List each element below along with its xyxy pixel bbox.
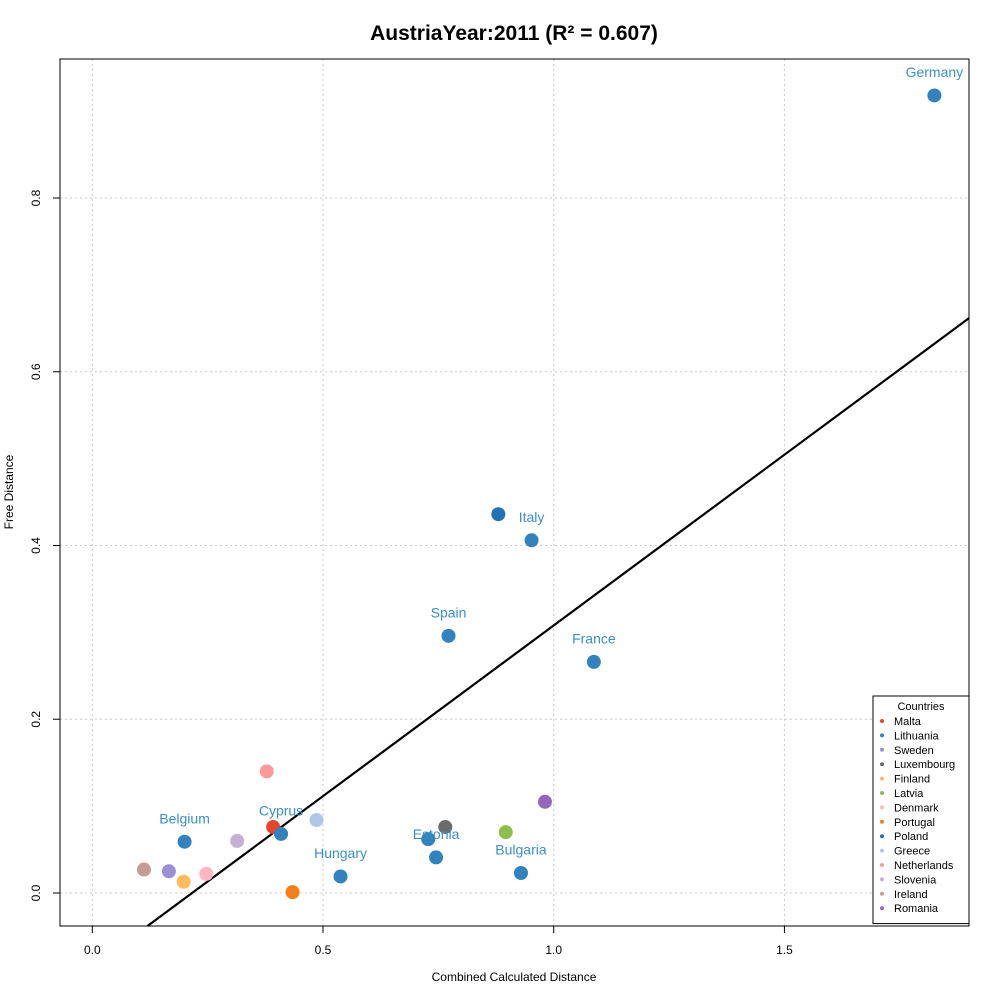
legend-marker bbox=[880, 747, 884, 752]
legend-marker bbox=[880, 776, 884, 781]
data-point bbox=[274, 826, 289, 841]
legend-marker bbox=[880, 791, 884, 795]
legend-entry: Ireland bbox=[894, 889, 928, 901]
legend: Countries Malta Lithuania Sweden Luxembourg F… bbox=[872, 695, 970, 925]
legend-entry: Latvia bbox=[894, 788, 924, 800]
y-tick-label: 0.2 bbox=[29, 711, 43, 728]
legend-marker bbox=[880, 848, 884, 853]
legend-entry: Netherlands bbox=[894, 860, 954, 872]
legend-marker bbox=[880, 834, 884, 839]
point-label: Germany bbox=[906, 64, 964, 80]
legend-marker bbox=[880, 877, 884, 882]
legend-marker bbox=[880, 733, 884, 738]
regression-line-layer bbox=[146, 317, 970, 927]
legend-marker bbox=[880, 819, 884, 824]
data-point bbox=[927, 88, 942, 103]
data-point bbox=[524, 533, 539, 548]
legend-marker bbox=[880, 863, 884, 867]
data-point bbox=[498, 825, 513, 840]
data-point bbox=[421, 832, 436, 847]
data-point bbox=[136, 862, 151, 877]
legend-marker bbox=[880, 906, 884, 911]
point-label: France bbox=[572, 630, 616, 646]
legend-marker bbox=[880, 762, 884, 767]
point-label: Bulgaria bbox=[495, 842, 547, 858]
y-tick-label: 0.8 bbox=[29, 189, 43, 206]
legend-marker bbox=[880, 805, 884, 810]
x-tick-label: 1.5 bbox=[776, 943, 793, 957]
data-point bbox=[199, 866, 214, 881]
x-axis-label: Combined Calculated Distance bbox=[432, 970, 597, 984]
x-tick-label: 0.0 bbox=[84, 943, 101, 957]
data-point bbox=[177, 834, 192, 849]
legend-entry: Portugal bbox=[894, 817, 935, 829]
chart-title: AustriaYear:2011 (R² = 0.607) bbox=[370, 22, 658, 45]
data-point bbox=[537, 794, 552, 809]
legend-box bbox=[872, 695, 970, 925]
plot-frame bbox=[59, 58, 970, 927]
data-point bbox=[285, 885, 300, 900]
legend-entry: Denmark bbox=[894, 802, 939, 814]
y-axis-label: Free Distance bbox=[2, 454, 16, 529]
legend-entry: Slovenia bbox=[894, 874, 937, 886]
legend-entry: Romania bbox=[894, 903, 939, 915]
data-point bbox=[438, 819, 453, 834]
data-point bbox=[586, 654, 601, 669]
data-point bbox=[333, 869, 348, 884]
legend-entry: Luxembourg bbox=[894, 759, 955, 771]
legend-marker bbox=[880, 891, 884, 896]
points-layer bbox=[136, 88, 942, 900]
legend-entry: Malta bbox=[894, 716, 922, 728]
axes: 0.0 0.5 1.0 1.5 0.0 0.2 0.4 0.6 0.8 bbox=[29, 189, 793, 957]
data-point bbox=[161, 864, 176, 879]
grid bbox=[60, 59, 969, 926]
data-point bbox=[309, 813, 324, 828]
data-point bbox=[429, 850, 444, 865]
point-label: Belgium bbox=[159, 810, 210, 826]
legend-marker bbox=[880, 719, 884, 723]
data-point bbox=[513, 866, 528, 881]
x-tick-label: 0.5 bbox=[315, 943, 332, 957]
data-point bbox=[441, 628, 456, 643]
legend-entry: Sweden bbox=[894, 745, 934, 757]
y-tick-label: 0.6 bbox=[29, 363, 43, 380]
legend-entry: Greece bbox=[894, 846, 930, 858]
point-label: Estonia bbox=[413, 826, 460, 842]
legend-entry: Poland bbox=[894, 831, 928, 843]
y-tick-label: 0.0 bbox=[29, 884, 43, 901]
regression-line bbox=[146, 317, 970, 927]
point-label: Italy bbox=[519, 509, 545, 525]
annotations-layer: Germany Italy Spain France Belgium Cyprus Esto… bbox=[159, 64, 963, 861]
legend-entry: Lithuania bbox=[894, 730, 940, 742]
data-point bbox=[259, 764, 274, 779]
point-label: Cyprus bbox=[259, 802, 303, 818]
point-label: Hungary bbox=[314, 845, 367, 861]
data-point bbox=[230, 833, 245, 848]
data-point bbox=[176, 874, 191, 889]
y-tick-label: 0.4 bbox=[29, 537, 43, 554]
point-label: Spain bbox=[431, 604, 467, 620]
data-point bbox=[491, 507, 506, 522]
legend-entry: Finland bbox=[894, 774, 930, 786]
x-tick-label: 1.0 bbox=[545, 943, 562, 957]
legend-title: Countries bbox=[897, 701, 945, 713]
